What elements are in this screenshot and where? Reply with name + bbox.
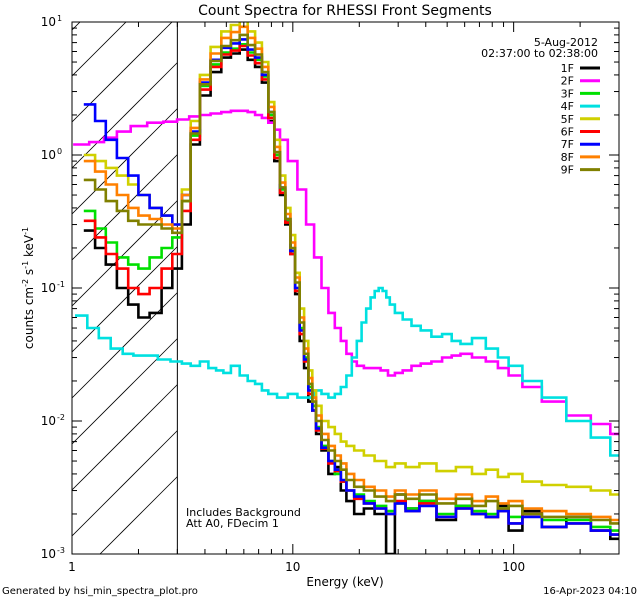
y-label-exp-cm: -2 — [21, 279, 30, 287]
time-range-label: 02:37:00 to 02:38:00 — [481, 47, 598, 60]
series-line-6F — [83, 44, 619, 536]
y-tick-label: 10 — [41, 281, 56, 295]
legend-label-3F: 3F — [561, 87, 574, 100]
series-line-4F — [75, 286, 619, 457]
footer-generated-by: Generated by hsi_min_spectra_plot.pro — [2, 586, 198, 597]
hatch-line — [72, 62, 178, 169]
legend-label-8F: 8F — [561, 151, 574, 164]
y-tick-label-exponent: 0 — [57, 147, 62, 156]
y-tick-label-exponent: 1 — [57, 14, 62, 23]
legend-label-1F: 1F — [561, 62, 574, 75]
hatch-line — [72, 22, 127, 77]
y-label-unit-kev: keV — [22, 234, 36, 261]
x-tick-labels: 1 10 100 — [68, 560, 525, 574]
annotation-attenuator: Att A0, FDecim 1 — [186, 517, 279, 530]
hatch-line — [72, 384, 178, 491]
hatch-line — [99, 476, 178, 554]
hatch-line — [72, 22, 81, 31]
chart-title: Count Spectra for RHESSI Front Segments — [198, 3, 492, 19]
hatch-line — [72, 154, 178, 261]
footer-timestamp: 16-Apr-2023 04:10 — [543, 586, 637, 597]
x-axis-label: Energy (keV) — [306, 575, 383, 589]
series-line-9F — [83, 33, 619, 525]
y-tick-label: 10 — [41, 148, 56, 162]
axis-ticks — [71, 22, 620, 555]
legend-label-4F: 4F — [561, 100, 574, 113]
y-label-exp-kev: -1 — [21, 227, 30, 235]
legend-label-9F: 9F — [561, 164, 574, 177]
series-line-8F — [83, 25, 619, 522]
hatch-line — [72, 22, 173, 123]
y-tick-label: 10 — [41, 15, 56, 29]
y-tick-label-exponent: -2 — [57, 413, 65, 422]
date-label: 5-Aug-2012 — [534, 36, 598, 49]
y-axis-label: counts cm-2 s-1 keV-1 — [21, 227, 36, 349]
series-line-2F — [73, 109, 619, 436]
series-line-1F — [83, 48, 619, 554]
legend-label-5F: 5F — [561, 113, 574, 126]
annotation-background: Includes Background — [186, 506, 301, 519]
series-line-5F — [83, 22, 619, 496]
y-label-unit-s: s — [22, 269, 36, 279]
legend-label-2F: 2F — [561, 75, 574, 88]
y-label-exp-s: -1 — [21, 261, 30, 269]
x-tick-label: 1 — [68, 560, 76, 574]
hatch-line — [72, 246, 178, 353]
y-tick-label: 10 — [41, 414, 56, 428]
legend-label-6F: 6F — [561, 126, 574, 139]
y-label-unit-counts: counts cm — [22, 287, 36, 349]
y-tick-label-exponent: -1 — [57, 280, 65, 289]
y-tick-label: 10 — [41, 547, 56, 561]
hatch-line — [72, 338, 178, 445]
legend-label-7F: 7F — [561, 138, 574, 151]
x-tick-label: 10 — [285, 560, 300, 574]
hatch-line — [72, 292, 178, 399]
hatched-excluded-region — [72, 22, 178, 554]
hatch-line — [72, 108, 178, 215]
hatch-line — [72, 430, 178, 537]
y-tick-label-exponent: -3 — [57, 546, 65, 555]
series-group — [73, 22, 619, 554]
x-tick-label: 100 — [502, 560, 525, 574]
